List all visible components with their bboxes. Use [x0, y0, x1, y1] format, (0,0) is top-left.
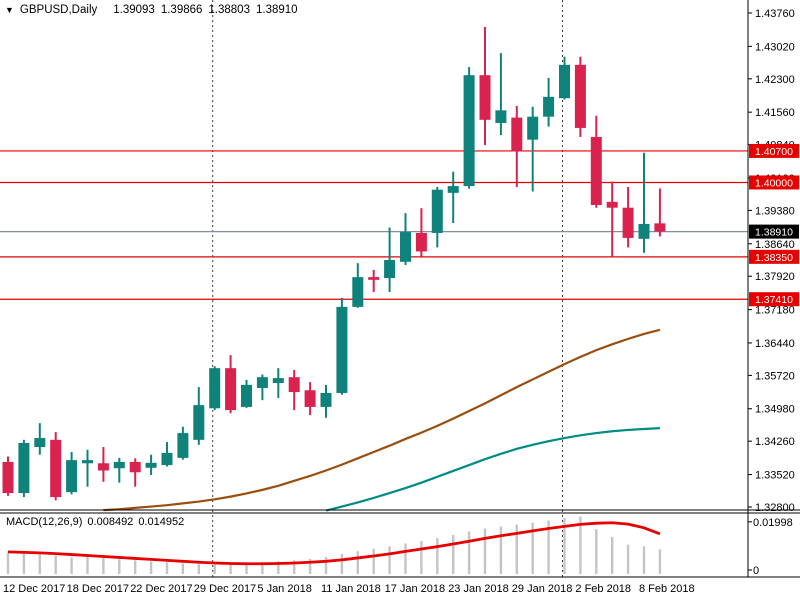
ohlc-open: 1.39093: [113, 4, 155, 16]
candle-bull: [66, 452, 78, 495]
candle-bear: [288, 369, 300, 411]
candle-bull: [241, 379, 252, 408]
macd-main-value: 0.008492: [87, 516, 134, 528]
svg-text:1.36440: 1.36440: [755, 338, 795, 350]
ohlc-high: 1.39866: [160, 4, 203, 16]
candle-bull: [559, 56, 570, 100]
candle-bull: [256, 374, 268, 401]
candle-bull: [177, 426, 189, 460]
panel-borders: [0, 0, 800, 578]
svg-text:1.34980: 1.34980: [755, 404, 795, 416]
candle-bull: [209, 366, 221, 411]
symbol-dropdown-icon[interactable]: ▼: [5, 4, 14, 15]
macd-signal-line: [7, 521, 661, 566]
candle-bear: [622, 186, 634, 248]
svg-text:1.34260: 1.34260: [755, 436, 795, 448]
candle-bull: [336, 297, 348, 395]
candle-bull: [113, 457, 125, 483]
svg-text:1.40000: 1.40000: [755, 177, 793, 189]
candle-bear: [606, 181, 618, 257]
svg-text:0: 0: [753, 565, 759, 577]
candle-bull: [447, 171, 459, 224]
symbol-title: GBPUSD,Daily: [19, 4, 98, 16]
svg-text:1.37920: 1.37920: [755, 271, 795, 283]
candle-bull: [463, 67, 475, 189]
ohlc-close: 1.38910: [255, 4, 298, 16]
svg-text:12 Dec 2017: 12 Dec 2017: [3, 583, 65, 595]
svg-text:22 Dec 2017: 22 Dec 2017: [130, 583, 192, 595]
svg-text:1.32800: 1.32800: [755, 502, 795, 514]
svg-text:1.35720: 1.35720: [755, 370, 795, 382]
chart-header: ▼ GBPUSD,Daily 1.39093 1.39866 1.38803 1…: [5, 4, 298, 16]
svg-text:1.43020: 1.43020: [755, 41, 795, 53]
svg-text:1.38640: 1.38640: [755, 239, 795, 251]
ma-slow-brown: [103, 328, 661, 512]
candle-bear: [574, 56, 586, 137]
candle-bull: [431, 186, 443, 248]
svg-text:1.43760: 1.43760: [755, 8, 795, 20]
svg-text:11 Jan 2018: 11 Jan 2018: [321, 583, 381, 595]
macd-signal-value: 0.014952: [138, 516, 185, 528]
time-axis: 12 Dec 2017 18 Dec 2017 22 Dec 2017 29 Dec …: [3, 583, 695, 595]
candle-bear: [50, 432, 62, 501]
candle-bull: [527, 106, 539, 192]
candle-bull: [495, 53, 507, 136]
candle-bear: [368, 269, 380, 293]
candle-bear: [97, 447, 109, 482]
price-tags: 1.40700 1.40000 1.38350 1.37410 1.38910: [749, 143, 799, 307]
candle-bull: [320, 384, 332, 418]
svg-text:0.01998: 0.01998: [753, 517, 793, 529]
candle-bull: [272, 368, 284, 398]
candles-layer: [2, 26, 666, 501]
candle-bull: [18, 439, 30, 498]
svg-text:1.38350: 1.38350: [755, 252, 793, 264]
candle-bull: [193, 387, 205, 445]
svg-text:1.37410: 1.37410: [755, 294, 793, 306]
svg-text:1.38910: 1.38910: [755, 227, 793, 239]
svg-text:29 Jan 2018: 29 Jan 2018: [512, 583, 573, 595]
candle-bear: [590, 115, 602, 208]
svg-text:29 Dec 2017: 29 Dec 2017: [194, 583, 256, 595]
svg-text:5 Jan 2018: 5 Jan 2018: [257, 583, 311, 595]
macd-indicator-label: MACD(12,26,9) 0.008492 0.014952: [6, 516, 184, 528]
candle-bull: [384, 227, 396, 293]
svg-text:1.40700: 1.40700: [755, 146, 793, 158]
candle-bear: [479, 26, 491, 146]
candle-bear: [654, 188, 666, 237]
candle-bull: [400, 213, 411, 265]
candle-bear: [511, 105, 523, 187]
macd-axis: 0.01998 0: [748, 517, 793, 577]
candle-bear: [225, 355, 237, 414]
svg-text:8 Feb 2018: 8 Feb 2018: [639, 583, 695, 595]
svg-text:17 Jan 2018: 17 Jan 2018: [385, 583, 446, 595]
svg-text:1.39380: 1.39380: [755, 205, 795, 217]
month-separator-lines: [212, 0, 563, 577]
candle-bull: [161, 442, 173, 467]
svg-text:1.42300: 1.42300: [755, 74, 795, 86]
macd-name: MACD(12,26,9): [6, 516, 83, 528]
svg-text:18 Dec 2017: 18 Dec 2017: [67, 583, 129, 595]
ma-fast-teal: [325, 427, 660, 512]
svg-text:2 Feb 2018: 2 Feb 2018: [575, 583, 631, 595]
candle-bull: [145, 454, 157, 475]
candle-bear: [304, 382, 316, 416]
svg-text:1.37180: 1.37180: [755, 305, 795, 317]
candle-bear: [2, 456, 14, 496]
candle-bear: [129, 458, 141, 487]
candle-bull: [352, 263, 364, 308]
candle-bear: [415, 208, 427, 257]
candle-bull: [82, 449, 93, 487]
svg-text:23 Jan 2018: 23 Jan 2018: [448, 583, 509, 595]
svg-text:1.33520: 1.33520: [755, 470, 795, 482]
ohlc-low: 1.38803: [208, 4, 250, 16]
candle-bull: [34, 423, 46, 455]
svg-text:1.41560: 1.41560: [755, 107, 795, 119]
candle-bull: [638, 152, 650, 253]
candle-bull: [543, 77, 555, 127]
